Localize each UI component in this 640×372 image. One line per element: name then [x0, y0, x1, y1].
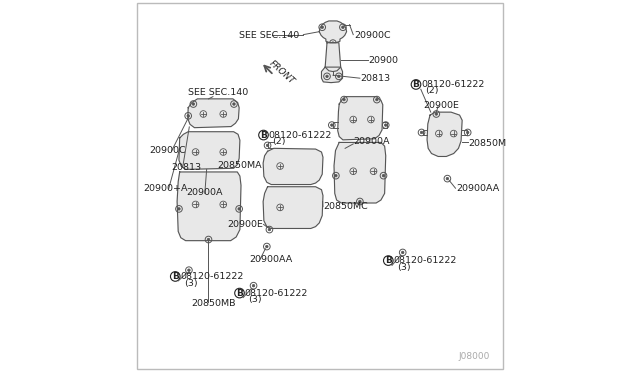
Circle shape [337, 75, 340, 78]
Text: 20900: 20900 [369, 56, 399, 65]
Circle shape [332, 42, 334, 44]
Circle shape [385, 124, 387, 126]
Polygon shape [334, 142, 386, 203]
Text: (3): (3) [248, 295, 262, 304]
Text: FRONT: FRONT [268, 59, 296, 86]
Circle shape [342, 149, 344, 151]
Text: 20850MC: 20850MC [324, 202, 369, 211]
Text: (2): (2) [425, 86, 438, 95]
Text: (3): (3) [184, 279, 198, 288]
Text: SEE SEC.140: SEE SEC.140 [188, 88, 248, 97]
Text: B: B [260, 131, 267, 140]
Text: 20900C: 20900C [354, 31, 390, 40]
Text: 08120-61222: 08120-61222 [269, 131, 332, 140]
Polygon shape [427, 112, 462, 157]
Text: 20850MA: 20850MA [218, 161, 262, 170]
Text: 20813: 20813 [172, 163, 202, 172]
Text: 20813: 20813 [360, 74, 391, 83]
Text: 20900E: 20900E [424, 101, 460, 110]
Circle shape [401, 251, 404, 254]
Circle shape [268, 228, 271, 231]
Text: 20900AA: 20900AA [249, 254, 292, 264]
Polygon shape [188, 99, 239, 128]
Text: 20900AA: 20900AA [456, 185, 500, 193]
Text: 20900E: 20900E [227, 220, 263, 229]
Circle shape [252, 285, 255, 287]
Circle shape [321, 26, 323, 29]
Text: 20850MB: 20850MB [191, 299, 236, 308]
Polygon shape [263, 148, 323, 185]
Polygon shape [179, 132, 240, 169]
Polygon shape [263, 187, 323, 228]
Text: B: B [413, 80, 419, 89]
Circle shape [343, 98, 345, 101]
Circle shape [420, 131, 423, 134]
Circle shape [382, 174, 385, 177]
Text: (2): (2) [273, 137, 286, 146]
Polygon shape [321, 67, 342, 83]
Text: 08120-61222: 08120-61222 [180, 272, 244, 281]
Polygon shape [319, 21, 347, 43]
Text: B: B [172, 272, 179, 281]
Text: SEE SEC.140: SEE SEC.140 [239, 31, 299, 40]
Text: B: B [385, 256, 392, 265]
Text: 20850M: 20850M [468, 139, 506, 148]
Text: B: B [236, 289, 243, 298]
Text: 20900+A: 20900+A [143, 185, 188, 193]
Circle shape [335, 174, 337, 177]
Text: 20900A: 20900A [186, 188, 223, 197]
Text: 08120-61222: 08120-61222 [244, 289, 308, 298]
Text: 08120-61222: 08120-61222 [394, 256, 457, 265]
Circle shape [358, 200, 361, 203]
Circle shape [178, 208, 180, 210]
Circle shape [192, 103, 195, 105]
Polygon shape [177, 172, 241, 241]
Circle shape [435, 113, 438, 115]
Circle shape [238, 208, 241, 210]
Circle shape [330, 124, 333, 126]
Circle shape [342, 26, 344, 29]
Circle shape [187, 115, 189, 117]
Circle shape [326, 75, 328, 78]
Circle shape [207, 238, 210, 241]
Circle shape [446, 177, 449, 180]
Text: 20900C: 20900C [149, 147, 186, 155]
Polygon shape [325, 43, 340, 71]
Text: J08000: J08000 [458, 352, 490, 361]
Circle shape [266, 144, 269, 147]
Circle shape [188, 269, 190, 272]
Circle shape [266, 245, 268, 248]
Circle shape [233, 103, 236, 105]
Polygon shape [338, 97, 383, 140]
Text: (3): (3) [397, 263, 411, 272]
Text: 08120-61222: 08120-61222 [421, 80, 484, 89]
Text: 20900A: 20900A [353, 137, 390, 146]
Circle shape [467, 131, 469, 134]
Circle shape [376, 98, 378, 101]
